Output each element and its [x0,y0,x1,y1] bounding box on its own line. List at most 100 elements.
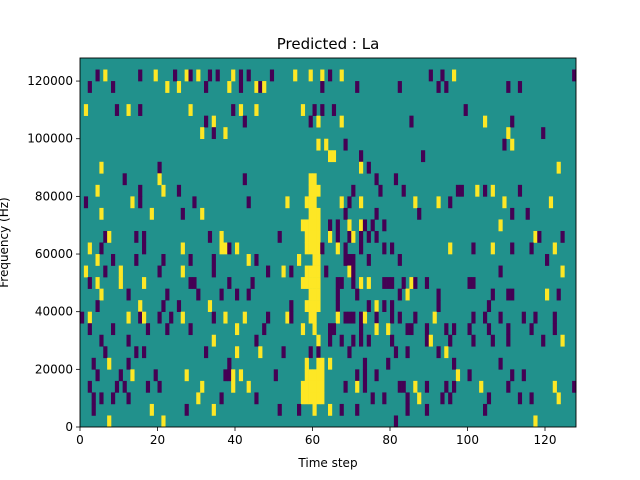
heatmap-cell-high [200,380,205,393]
heatmap-cell-low [440,392,445,405]
heatmap-cell-low [374,369,379,382]
heatmap-cell-high [219,242,224,255]
heatmap-cell-high [304,392,309,405]
heatmap-cell-high [475,184,480,197]
heatmap-cell-high [359,161,364,174]
heatmap-cell-high [308,184,313,197]
heatmap-cell-high [238,104,244,116]
heatmap-cell-high [316,300,321,312]
heatmap-cell-low [397,254,402,266]
heatmap-cell-high [552,380,557,393]
heatmap-cell-high [359,277,364,289]
heatmap-cell-low [490,288,495,301]
y-tick-label: 100000 [27,132,73,146]
heatmap-cell-low [246,288,251,301]
plot-frame [79,57,577,428]
heatmap-cell-high [149,403,154,416]
heatmap-cell-low [506,323,511,336]
heatmap-cell-high [312,184,317,197]
heatmap-cell-high [118,265,123,278]
heatmap-cell-low [362,219,368,232]
heatmap-cell-low [219,392,224,405]
heatmap-cell-low [525,207,530,220]
heatmap-cell-low [370,219,375,232]
heatmap-cell-low [401,277,406,289]
heatmap-cell-high [262,81,267,93]
heatmap-cell-low [138,69,143,82]
heatmap-cell-low [204,81,209,93]
heatmap-cell-low [114,380,120,393]
heatmap-cell-high [316,277,321,289]
heatmap-cell-low [343,311,348,324]
heatmap-cell-low [157,311,162,324]
heatmap-cell-high [223,311,228,324]
heatmap-cell-low [188,69,193,82]
heatmap-cell-low [142,242,147,255]
heatmap-cell-low [91,392,96,405]
heatmap-cell-low [211,254,216,266]
heatmap-cell-high [328,150,333,163]
heatmap-cell-high [316,288,321,301]
heatmap-cell-low [335,288,340,301]
heatmap-cell-high [142,311,147,324]
x-tick-label: 20 [150,433,165,447]
heatmap-cell-low [355,288,360,301]
heatmap-cell-high [103,69,108,82]
heatmap-cell-low [374,311,379,324]
heatmap-cell-high [235,242,240,255]
heatmap-cell-high [308,392,313,405]
heatmap-cell-high [211,115,216,128]
heatmap-cell-high [312,369,317,382]
heatmap-cell-high [308,300,313,312]
heatmap-cell-high [312,323,317,336]
heatmap-cell-low [510,207,515,220]
heatmap-cell-high [498,219,503,232]
heatmap-cell-low [324,265,329,278]
heatmap-cell-low [467,323,472,336]
heatmap-cell-high [533,415,538,428]
heatmap-cell-high [452,69,457,82]
heatmap-cell-low [506,380,511,393]
heatmap-cell-low [142,230,147,243]
heatmap-cell-high [316,392,321,405]
heatmap-cell-low [390,277,395,289]
heatmap-cell-high [118,277,123,289]
heatmap-cell-low [266,311,271,324]
heatmap-cell-low [126,334,131,347]
heatmap-cell-low [277,230,282,243]
heatmap-cell-high [246,380,251,393]
heatmap-cell-low [517,81,523,93]
heatmap-cell-low [331,323,337,336]
heatmap-cell-high [339,115,344,128]
heatmap-cell-high [231,380,236,393]
heatmap-cell-low [161,254,166,266]
heatmap-cell-high [300,219,306,232]
heatmap-cell-low [351,184,356,197]
heatmap-cell-low [126,392,131,405]
heatmap-cell-low [242,173,247,186]
heatmap-cell-low [366,334,371,347]
heatmap-cell-low [343,254,348,266]
heatmap-cell-high [87,311,92,324]
heatmap-cell-low [552,323,557,336]
heatmap-cell-high [300,392,306,405]
heatmap-cell-low [103,265,108,278]
heatmap-cell-low [95,300,100,312]
heatmap-cell-low [440,69,445,82]
heatmap-cell-low [250,277,255,289]
heatmap-cell-high [483,115,488,128]
heatmap-cell-low [176,184,182,197]
heatmap-cell-high [300,104,306,116]
heatmap-cell-low [510,242,515,255]
heatmap-cell-high [312,242,317,255]
heatmap-cell-low [490,334,495,347]
heatmap-cell-low [366,161,371,174]
heatmap-cell-low [417,207,422,220]
heatmap-cell-high [308,69,313,82]
heatmap-cell-high [126,104,131,116]
heatmap-cell-low [428,69,433,82]
y-tick-label: 80000 [35,189,73,203]
heatmap-cell-low [405,403,410,416]
heatmap-cell-high [297,254,302,266]
heatmap-cell-high [316,115,321,128]
